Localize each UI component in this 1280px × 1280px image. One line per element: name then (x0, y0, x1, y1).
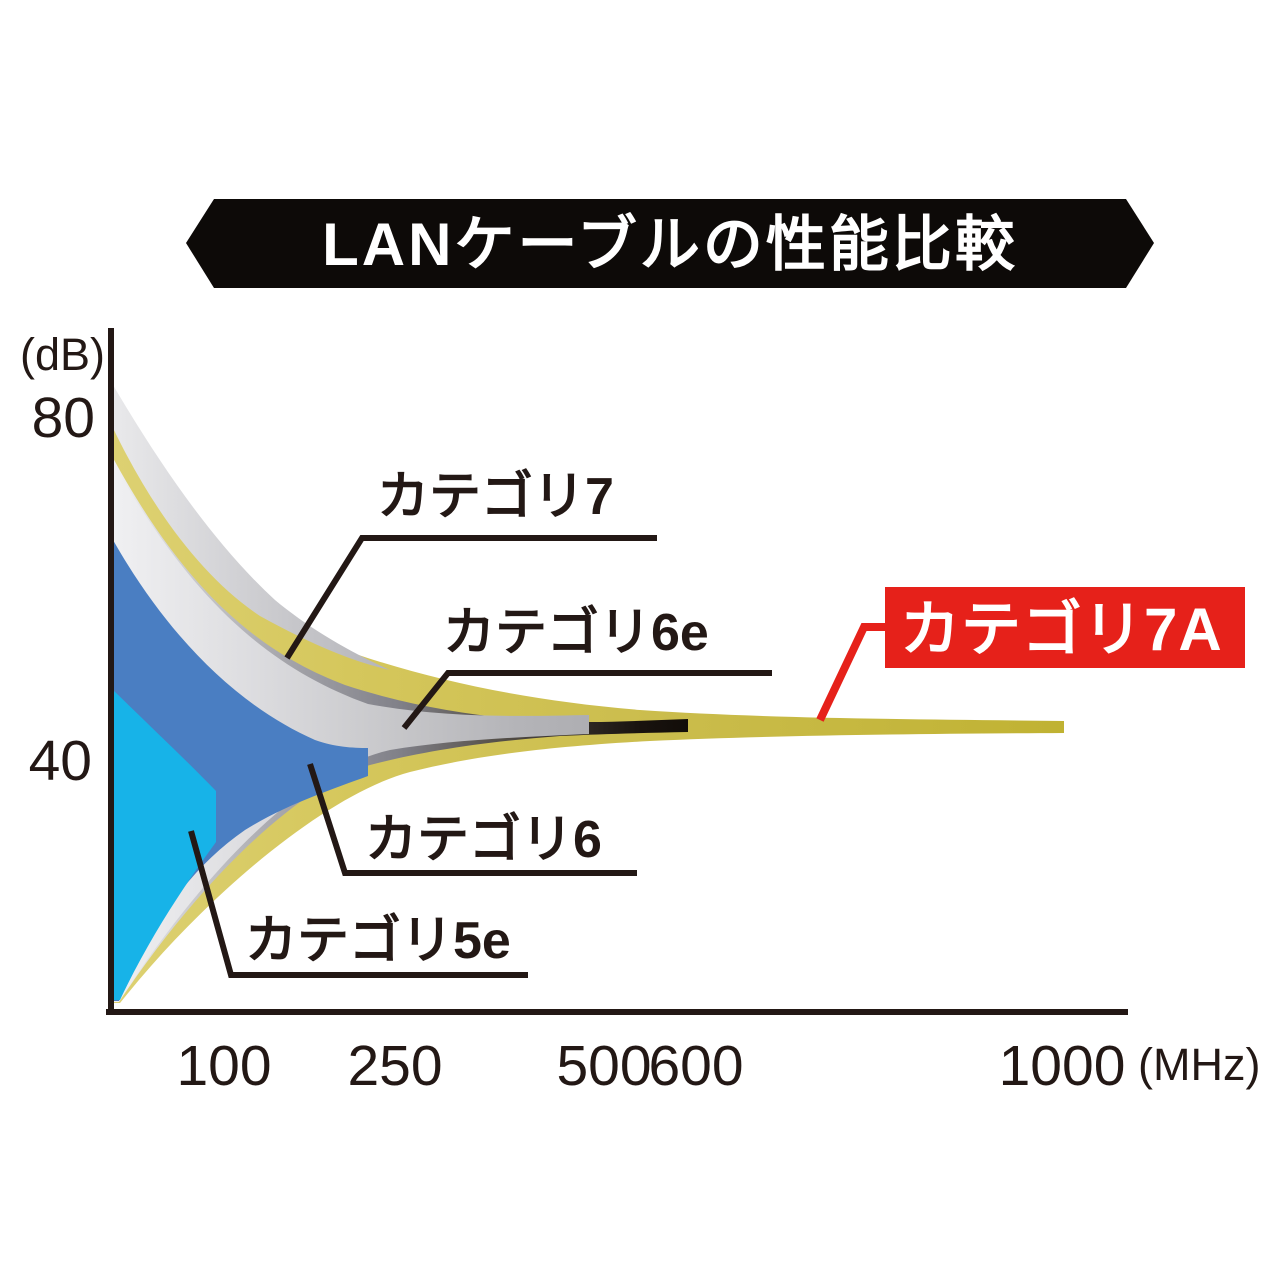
callout-cat5e: カテゴリ5e (188, 830, 528, 978)
cat6-leader-line (307, 763, 637, 876)
cat6-label: カテゴリ6 (365, 810, 602, 869)
cat5e-leader-line (188, 830, 528, 978)
x-axis-unit: (MHz) (1138, 1039, 1260, 1090)
x-tick-100: 100 (176, 1034, 271, 1098)
title-banner-shape (186, 199, 1154, 288)
x-axis-labels: 100 250 500 600 1000 (MHz) (176, 1034, 1260, 1098)
band-cat5e (113, 690, 216, 1000)
y-axis-labels: (dB) 80 40 (20, 329, 105, 793)
cat6e-leader-line (401, 670, 772, 730)
y-axis-unit: (dB) (20, 329, 105, 380)
band-group (113, 385, 1064, 1003)
axes (106, 328, 1128, 1015)
callout-cat6: カテゴリ6 (307, 763, 637, 876)
y-tick-80: 80 (32, 386, 95, 450)
cat6e-label: カテゴリ6e (443, 603, 709, 662)
callout-cat6e: カテゴリ6e (401, 603, 772, 730)
cat7a-leader-line (816, 623, 888, 722)
callout-cat7a: カテゴリ7A (816, 587, 1245, 722)
x-tick-1000: 1000 (999, 1034, 1126, 1098)
x-tick-250: 250 (347, 1034, 442, 1098)
cat5e-label: カテゴリ5e (245, 911, 511, 970)
cat7a-label: カテゴリ7A (900, 596, 1223, 663)
x-tick-500: 500 (556, 1034, 651, 1098)
cat7a-highlight-box (885, 587, 1245, 668)
cat7-leader-line (284, 535, 657, 660)
cat7-label: カテゴリ7 (377, 467, 614, 526)
band-cat7a (113, 425, 1064, 1003)
y-tick-40: 40 (29, 729, 92, 793)
callout-cat7: カテゴリ7 (284, 467, 657, 660)
x-tick-600: 600 (648, 1034, 743, 1098)
band-cat6e (113, 462, 589, 1001)
title-banner: LANケーブルの性能比較 (186, 199, 1154, 288)
page-title: LANケーブルの性能比較 (322, 211, 1018, 278)
